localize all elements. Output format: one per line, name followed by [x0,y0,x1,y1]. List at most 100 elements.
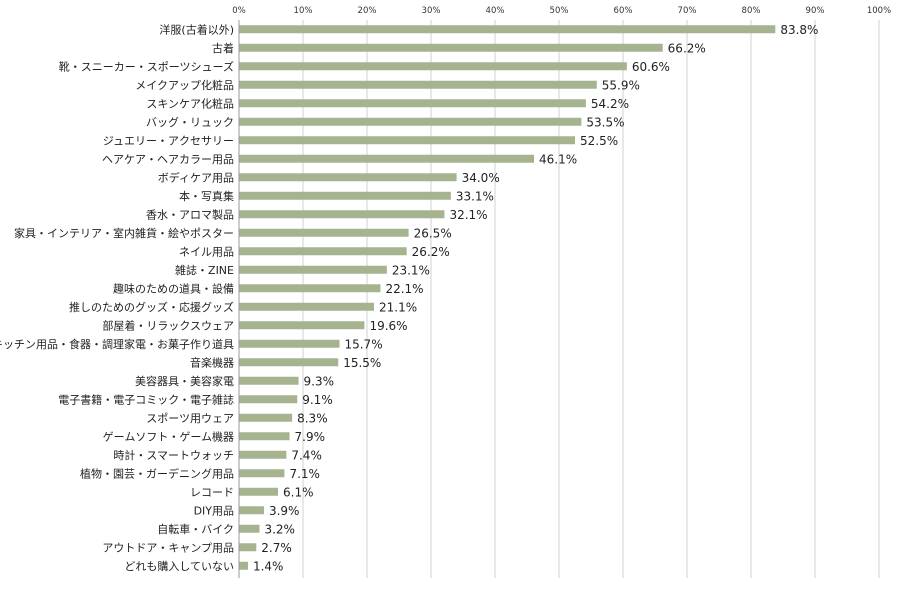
category-label: 香水・アロマ製品 [146,207,234,221]
value-label: 3.2% [264,522,295,536]
value-label: 1.4% [253,559,284,573]
category-label: 植物・園芸・ガーデニング用品 [80,466,234,480]
category-label: スポーツ用ウェア [146,412,234,425]
category-label: 時計・スマートウォッチ [113,448,234,462]
bar [239,432,290,441]
category-label: アウトドア・キャンプ用品 [102,541,234,554]
grid-lines [302,20,880,578]
category-label: キッチン用品・食器・調理家電・お菓子作り道具 [0,337,234,351]
category-label: 推しのためのグッズ・応援グッズ [69,300,234,314]
category-label: ゲームソフト・ゲーム機器 [103,429,234,443]
bar [239,265,387,274]
value-label: 53.5% [586,115,624,129]
value-label: 9.3% [304,374,335,388]
x-tick-label: 20% [358,6,377,16]
bar [239,524,260,533]
value-label: 26.5% [414,226,452,240]
category-label: ボディケア用品 [158,170,234,184]
bar [239,173,457,182]
bar [239,210,445,219]
bar [239,376,299,385]
category-label: どれも購入していない [124,559,234,573]
category-label: 自転車・バイク [157,522,234,536]
x-axis-ticks: 0% 10% 20% 30% 40% 50% 60% 70% 80% 90% 100% [232,6,891,16]
x-tick-label: 40% [486,6,505,16]
x-tick-label: 50% [550,6,569,16]
bar [239,413,293,422]
category-label: 音楽機器 [190,355,234,369]
value-label: 7.4% [291,448,322,462]
bar [239,561,248,570]
bar [239,284,381,293]
bar [239,469,285,478]
bar [239,117,582,126]
x-tick-label: 30% [422,6,441,16]
x-tick-label: 90% [806,6,825,16]
value-label: 8.3% [297,411,328,425]
bar [239,358,339,367]
value-label: 3.9% [269,504,300,518]
bar [239,487,279,496]
value-label: 15.5% [343,356,381,370]
x-tick-label: 10% [294,6,313,16]
value-label: 60.6% [632,60,670,74]
category-label: 雑誌・ZINE [175,263,234,277]
category-label: メイクアップ化粧品 [135,78,234,92]
bar [239,136,575,145]
value-label: 66.2% [668,41,706,55]
bars [239,25,776,570]
category-label: スキンケア化粧品 [146,96,234,110]
bar [239,302,375,311]
bar [239,62,627,71]
category-label: 本・写真集 [179,189,234,203]
category-label: DIY用品 [194,504,234,517]
value-label: 19.6% [369,319,407,333]
x-tick-label: 70% [678,6,697,16]
bar [239,43,663,52]
category-label: レコード [190,486,234,499]
value-label: 9.1% [302,393,333,407]
value-label: 32.1% [449,208,487,222]
value-label: 2.7% [261,541,292,555]
bar [239,543,257,552]
x-tick-label: 100% [867,6,891,16]
value-label: 22.1% [385,282,423,296]
bar [239,506,264,515]
value-label: 55.9% [602,78,640,92]
value-label: 34.0% [462,171,500,185]
bar [239,321,365,330]
category-label: ヘアケア・ヘアカラー用品 [102,153,234,166]
value-label: 7.1% [289,467,320,481]
x-tick-label: 80% [742,6,761,16]
value-label: 33.1% [456,189,494,203]
value-label: 15.7% [344,337,382,351]
category-label: 古着 [212,41,234,55]
category-label: 美容器具・美容家電 [135,374,234,388]
category-label: 家具・インテリア・室内雑貨・絵やポスター [14,226,234,240]
category-label: 電子書籍・電子コミック・電子雑誌 [58,392,234,406]
category-labels: 洋服(古着以外) 古着靴・スニーカー・スポーツシューズメイクアップ化粧品スキンケア… [0,22,234,573]
value-label: 83.8% [780,23,818,37]
category-label: 洋服(古着以外) [159,22,234,36]
category-label: 部屋着・リラックスウェア [102,318,234,332]
bar [239,228,409,237]
value-label: 26.2% [412,245,450,259]
x-tick-label: 60% [614,6,633,16]
value-label: 52.5% [580,134,618,148]
category-label: 靴・スニーカー・スポーツシューズ [59,59,234,73]
bar [239,339,340,348]
value-label: 6.1% [283,485,314,499]
value-label: 7.9% [295,430,326,444]
value-label: 46.1% [539,152,577,166]
bar [239,247,407,256]
bar [239,99,586,108]
x-tick-label: 0% [232,6,246,16]
bar [239,191,451,200]
value-labels: 83.8% 66.2% 60.6% 55.9% 54.2% 53.5% 52.5%46.1%… [253,23,818,574]
bar [239,154,535,163]
value-label: 23.1% [392,263,430,277]
bar [239,450,287,459]
category-label: ネイル用品 [179,245,234,258]
category-label: ジュエリー・アクセサリー [103,134,234,147]
